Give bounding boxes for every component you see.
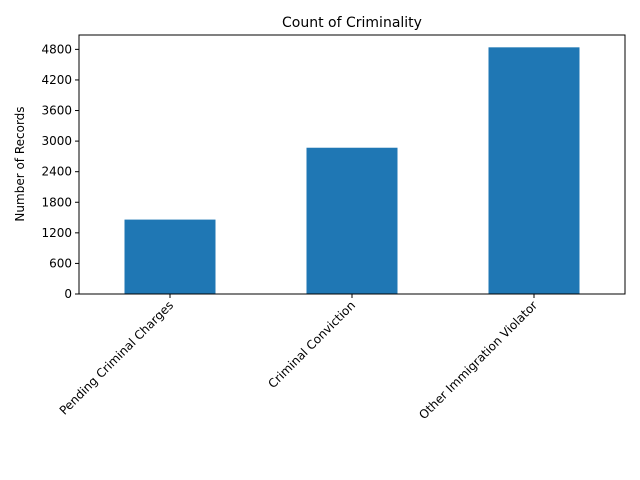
y-tick-label-6: 3600 [41, 104, 72, 118]
x-tick-label-1: Criminal Conviction [265, 298, 358, 391]
x-axis-ticks: Pending Criminal Charges Criminal Convict… [57, 294, 540, 422]
y-tick-label-2: 1200 [41, 226, 72, 240]
bars-group [124, 47, 580, 294]
y-tick-label-7: 4200 [41, 73, 72, 87]
bar-1 [306, 147, 398, 294]
x-tick-label-2: Other Immigration Violator [416, 298, 540, 422]
x-tick-label-0: Pending Criminal Charges [57, 298, 176, 417]
bar-2 [488, 47, 580, 294]
y-tick-label-4: 2400 [41, 165, 72, 179]
y-tick-label-0: 0 [64, 287, 72, 301]
bar-0 [124, 219, 216, 294]
chart-title: Count of Criminality [282, 15, 422, 31]
plot-frame [78, 34, 626, 295]
y-tick-label-8: 4800 [41, 42, 72, 56]
y-axis-label: Number of Records [13, 106, 27, 221]
y-tick-label-1: 600 [49, 256, 72, 270]
y-tick-label-5: 3000 [41, 134, 72, 148]
y-axis-ticks: 0 600 1200 1800 2400 3000 3600 4200 4800 [41, 42, 79, 301]
y-tick-label-3: 1800 [41, 195, 72, 209]
